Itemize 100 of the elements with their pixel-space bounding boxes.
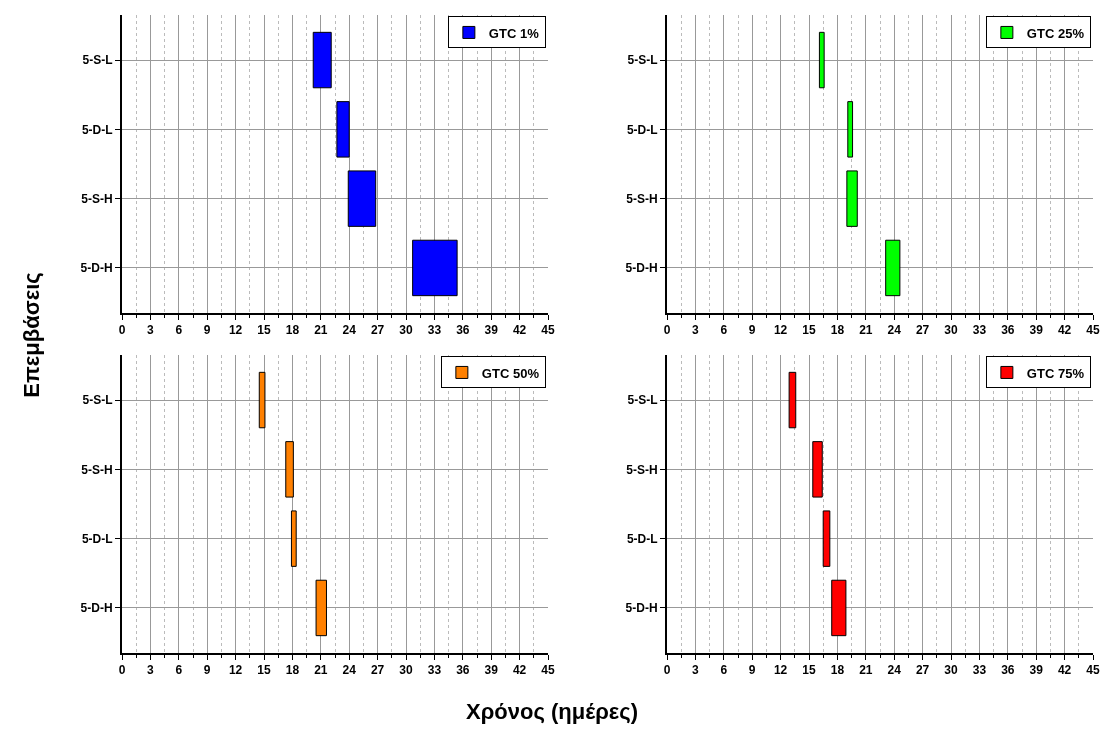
- bar: [822, 510, 831, 567]
- x-tick-label: 0: [663, 663, 671, 678]
- bar: [847, 101, 854, 158]
- bar: [831, 579, 847, 637]
- x-tick-label: 36: [456, 323, 470, 338]
- x-tick-label: 27: [370, 663, 385, 678]
- y-tick-label: 5-S-L: [82, 53, 113, 68]
- x-tick-label: 33: [972, 323, 987, 338]
- x-tick-label: 42: [512, 323, 527, 338]
- x-tick-label: 39: [484, 663, 499, 678]
- x-tick-label: 21: [859, 663, 873, 678]
- bar: [285, 441, 294, 498]
- y-tick-label: 5-D-H: [80, 601, 113, 616]
- y-tick-label: 5-D-H: [625, 601, 658, 616]
- legend-label: GTC 25%: [1026, 25, 1085, 41]
- y-tick-label: 5-S-L: [627, 53, 658, 68]
- x-tick-label: 15: [257, 323, 271, 338]
- x-tick-label: 21: [859, 323, 873, 338]
- x-tick-label: 0: [118, 663, 126, 678]
- x-tick-label: 24: [342, 663, 357, 678]
- x-tick-label: 27: [915, 663, 930, 678]
- x-tick-label: 6: [720, 663, 728, 678]
- x-tick-label: 24: [342, 323, 357, 338]
- bar: [846, 170, 858, 227]
- x-tick-label: 33: [427, 663, 442, 678]
- x-tick-label: 0: [663, 323, 671, 338]
- x-tick-label: 45: [541, 323, 555, 338]
- legend-label: GTC 50%: [481, 365, 540, 381]
- x-tick-label: 24: [887, 323, 902, 338]
- x-tick-label: 42: [1057, 663, 1072, 678]
- x-tick-label: 9: [748, 323, 756, 338]
- bar: [818, 31, 825, 89]
- x-tick-label: 42: [1057, 323, 1072, 338]
- x-tick-label: 9: [203, 323, 211, 338]
- x-tick-label: 36: [456, 663, 470, 678]
- y-tick-label: 5-S-L: [82, 393, 113, 408]
- legend-label: GTC 1%: [488, 25, 540, 41]
- x-tick-label: 6: [720, 323, 728, 338]
- x-tick-label: 12: [773, 323, 788, 338]
- x-axis-title: Χρόνος (ημέρες): [466, 699, 638, 725]
- x-tick-label: 21: [314, 323, 328, 338]
- x-tick-label: 36: [1001, 323, 1015, 338]
- y-tick-label: 5-D-L: [626, 122, 658, 137]
- bar: [312, 31, 332, 89]
- bar: [347, 170, 377, 227]
- bar: [336, 101, 350, 158]
- x-tick-label: 6: [175, 663, 183, 678]
- bar: [412, 239, 458, 297]
- x-tick-label: 12: [228, 663, 243, 678]
- y-tick-label: 5-D-L: [626, 531, 658, 546]
- y-tick-label: 5-S-L: [627, 393, 658, 408]
- y-tick-label: 5-D-H: [625, 261, 658, 276]
- x-tick-label: 18: [830, 663, 845, 678]
- x-tick-label: 30: [944, 663, 958, 678]
- x-tick-label: 30: [399, 323, 413, 338]
- y-tick-label: 5-S-H: [626, 462, 658, 477]
- x-tick-label: 39: [1029, 663, 1044, 678]
- x-tick-label: 9: [748, 663, 756, 678]
- x-tick-label: 18: [285, 663, 300, 678]
- x-tick-label: 39: [1029, 323, 1044, 338]
- bar: [885, 239, 901, 297]
- x-tick-label: 27: [370, 323, 385, 338]
- x-tick-label: 0: [118, 323, 126, 338]
- y-tick-label: 5-S-H: [626, 191, 658, 206]
- x-tick-label: 3: [147, 663, 155, 678]
- x-tick-label: 12: [228, 323, 243, 338]
- x-tick-label: 30: [944, 323, 958, 338]
- bar: [788, 371, 797, 429]
- x-tick-label: 6: [175, 323, 183, 338]
- x-tick-label: 15: [802, 323, 816, 338]
- x-tick-label: 18: [285, 323, 300, 338]
- x-tick-label: 45: [541, 663, 555, 678]
- x-tick-label: 9: [203, 663, 211, 678]
- x-tick-label: 3: [147, 323, 155, 338]
- x-tick-label: 3: [692, 663, 700, 678]
- x-tick-label: 39: [484, 323, 499, 338]
- x-tick-label: 18: [830, 323, 845, 338]
- x-tick-label: 42: [512, 663, 527, 678]
- bar: [258, 371, 266, 429]
- x-tick-label: 36: [1001, 663, 1015, 678]
- x-tick-label: 45: [1086, 663, 1100, 678]
- y-tick-label: 5-D-L: [81, 122, 113, 137]
- y-tick-label: 5-D-H: [80, 261, 113, 276]
- y-tick-label: 5-D-L: [81, 531, 113, 546]
- x-tick-label: 15: [257, 663, 271, 678]
- x-tick-label: 45: [1086, 323, 1100, 338]
- x-tick-label: 15: [802, 663, 816, 678]
- bar: [812, 441, 823, 498]
- bar: [315, 579, 327, 637]
- x-tick-label: 30: [399, 663, 413, 678]
- x-tick-label: 24: [887, 663, 902, 678]
- y-tick-label: 5-S-H: [81, 191, 113, 206]
- legend-label: GTC 75%: [1026, 365, 1085, 381]
- bar: [290, 510, 297, 567]
- x-tick-label: 12: [773, 663, 788, 678]
- x-tick-label: 33: [427, 323, 442, 338]
- x-tick-label: 3: [692, 323, 700, 338]
- x-tick-label: 27: [915, 323, 930, 338]
- y-tick-label: 5-S-H: [81, 462, 113, 477]
- y-axis-title: Επεμβάσεις: [19, 272, 45, 398]
